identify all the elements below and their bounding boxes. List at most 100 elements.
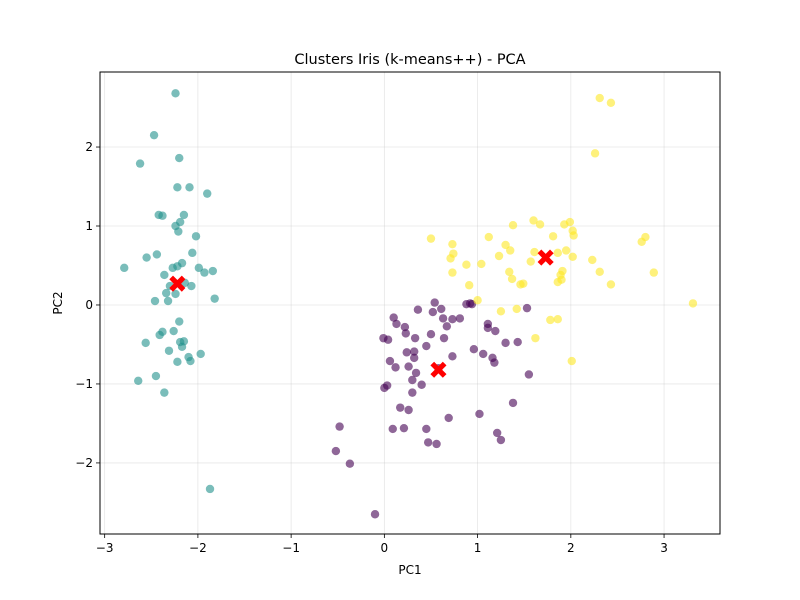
data-point-cluster-0 bbox=[442, 322, 452, 331]
data-point-cluster-0 bbox=[410, 333, 420, 343]
data-point-cluster-1 bbox=[187, 281, 196, 291]
data-point-cluster-0 bbox=[399, 423, 409, 433]
data-point-cluster-0 bbox=[432, 439, 441, 449]
data-point-cluster-0 bbox=[438, 314, 448, 323]
grid bbox=[100, 72, 720, 534]
centroids bbox=[169, 249, 554, 378]
data-point-cluster-0 bbox=[404, 405, 413, 415]
data-point-cluster-2 bbox=[590, 149, 600, 158]
data-point-cluster-2 bbox=[688, 299, 698, 308]
data-point-cluster-1 bbox=[141, 338, 150, 348]
data-point-cluster-2 bbox=[606, 280, 616, 289]
data-point-cluster-0 bbox=[422, 341, 431, 351]
data-point-cluster-0 bbox=[426, 329, 436, 339]
data-point-cluster-1 bbox=[160, 270, 169, 280]
data-point-cluster-0 bbox=[382, 381, 392, 390]
data-point-cluster-1 bbox=[188, 248, 197, 258]
data-point-cluster-0 bbox=[396, 403, 405, 412]
data-point-cluster-1 bbox=[142, 253, 151, 262]
data-point-cluster-2 bbox=[561, 246, 571, 255]
data-point-cluster-1 bbox=[163, 296, 173, 306]
data-point-cluster-2 bbox=[546, 315, 555, 325]
data-point-cluster-2 bbox=[569, 231, 578, 240]
data-point-cluster-0 bbox=[370, 510, 380, 519]
x-tick-label: −3 bbox=[96, 541, 114, 555]
data-point-cluster-0 bbox=[455, 314, 465, 323]
data-point-cluster-0 bbox=[439, 333, 449, 343]
data-point-cluster-0 bbox=[422, 424, 431, 434]
data-point-cluster-0 bbox=[401, 329, 411, 338]
data-point-cluster-2 bbox=[595, 267, 604, 277]
data-point-cluster-1 bbox=[160, 388, 169, 397]
data-point-cluster-2 bbox=[426, 234, 436, 243]
x-axis-ticks: −3 −2 −1 0 1 2 3 bbox=[96, 534, 668, 555]
data-point-cluster-2 bbox=[560, 220, 569, 229]
data-point-cluster-0 bbox=[385, 356, 395, 366]
data-point-cluster-1 bbox=[150, 296, 160, 306]
centroid-marker bbox=[430, 361, 447, 378]
data-point-cluster-1 bbox=[151, 371, 161, 381]
data-point-cluster-0 bbox=[496, 435, 506, 445]
data-point-cluster-0 bbox=[408, 375, 417, 385]
data-point-cluster-1 bbox=[158, 211, 167, 220]
data-point-cluster-0 bbox=[408, 388, 417, 397]
data-point-cluster-0 bbox=[475, 409, 484, 419]
data-point-cluster-1 bbox=[175, 153, 184, 163]
data-point-cluster-0 bbox=[423, 438, 433, 447]
x-tick-label: −2 bbox=[189, 541, 207, 555]
data-point-cluster-1 bbox=[120, 263, 129, 273]
data-point-cluster-2 bbox=[529, 216, 538, 225]
data-point-cluster-2 bbox=[637, 237, 646, 246]
data-point-cluster-0 bbox=[411, 368, 421, 378]
data-point-cluster-2 bbox=[501, 240, 510, 250]
data-point-cluster-1 bbox=[179, 210, 189, 220]
x-tick-label: 1 bbox=[474, 541, 482, 555]
plot-frame bbox=[99, 71, 721, 535]
data-point-cluster-1 bbox=[186, 356, 195, 366]
data-point-cluster-0 bbox=[478, 349, 488, 359]
data-point-cluster-0 bbox=[469, 345, 479, 354]
data-point-cluster-1 bbox=[171, 89, 180, 98]
data-point-cluster-1 bbox=[194, 263, 204, 273]
data-point-cluster-1 bbox=[149, 130, 159, 140]
y-tick-label: −1 bbox=[75, 377, 93, 391]
data-point-cluster-2 bbox=[535, 220, 545, 229]
y-tick-label: 0 bbox=[85, 298, 93, 312]
data-point-cluster-0 bbox=[448, 352, 457, 361]
data-point-cluster-1 bbox=[177, 258, 187, 268]
data-point-cluster-2 bbox=[553, 314, 562, 324]
data-point-cluster-2 bbox=[505, 267, 514, 277]
data-point-cluster-1 bbox=[191, 232, 201, 241]
data-point-cluster-2 bbox=[531, 333, 540, 343]
data-point-cluster-2 bbox=[512, 304, 521, 314]
data-point-cluster-0 bbox=[417, 380, 426, 389]
data-point-cluster-0 bbox=[388, 424, 397, 434]
y-tick-label: 1 bbox=[85, 219, 93, 233]
data-point-cluster-1 bbox=[185, 183, 194, 192]
data-point-cluster-2 bbox=[595, 93, 604, 103]
data-point-cluster-1 bbox=[175, 317, 184, 326]
data-point-cluster-2 bbox=[548, 232, 558, 241]
data-point-cluster-2 bbox=[507, 274, 517, 284]
data-point-cluster-2 bbox=[448, 268, 457, 277]
data-point-cluster-0 bbox=[383, 335, 393, 344]
data-point-cluster-1 bbox=[174, 227, 183, 236]
data-point-cluster-2 bbox=[526, 257, 535, 266]
x-tick-label: 2 bbox=[567, 541, 575, 555]
data-point-cluster-1 bbox=[155, 330, 164, 340]
data-point-cluster-2 bbox=[484, 232, 493, 242]
data-point-cluster-1 bbox=[196, 349, 205, 359]
data-point-cluster-0 bbox=[345, 459, 355, 468]
data-point-cluster-0 bbox=[413, 305, 423, 314]
data-point-cluster-1 bbox=[164, 346, 174, 355]
centroid-marker bbox=[169, 275, 186, 292]
data-point-cluster-2 bbox=[448, 239, 457, 249]
data-point-cluster-0 bbox=[492, 428, 502, 438]
data-point-cluster-0 bbox=[501, 338, 510, 348]
data-point-cluster-1 bbox=[171, 289, 180, 299]
data-point-cluster-1 bbox=[173, 183, 182, 192]
y-axis-label: PC2 bbox=[51, 291, 65, 314]
data-point-cluster-2 bbox=[506, 246, 515, 255]
y-tick-label: −2 bbox=[75, 456, 93, 470]
data-point-cluster-1 bbox=[161, 288, 171, 298]
